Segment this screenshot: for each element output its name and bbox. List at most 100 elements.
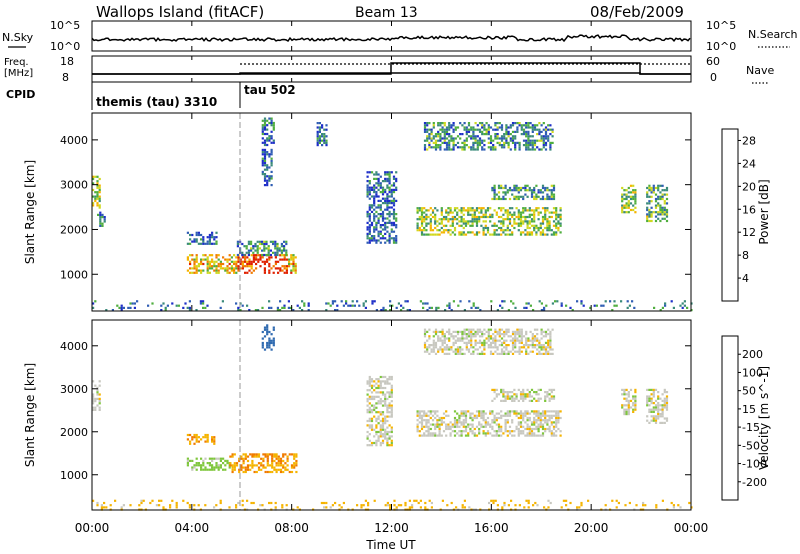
power-echo-cell (500, 233, 503, 236)
power-echo-cell (261, 151, 264, 154)
velocity-echo-cell (246, 499, 249, 502)
velocity-echo-cell (536, 504, 539, 507)
velocity-echo-cell (665, 408, 669, 411)
velocity-echo-cell (381, 391, 385, 394)
power-echo-cell (195, 258, 198, 261)
velocity-echo-cell (632, 397, 635, 400)
power-echo-cell (646, 191, 649, 194)
power-echo-cell (530, 224, 534, 227)
velocity-echo-cell (482, 410, 485, 413)
velocity-echo-cell (530, 432, 534, 435)
velocity-echo-cell (528, 412, 531, 415)
power-echo-cell (329, 304, 332, 307)
velocity-echo-cell (552, 427, 556, 431)
power-echo-cell (316, 122, 319, 125)
power-echo-cell (448, 144, 451, 147)
velocity-echo-cell (191, 468, 194, 471)
power-echo-cell (416, 207, 419, 210)
power-echo-cell (92, 182, 95, 185)
power-echo-cell (202, 238, 205, 241)
power-echo-cell (189, 260, 192, 263)
power-echo-cell (507, 146, 510, 149)
velocity-echo-cell (213, 506, 216, 509)
power-echo-cell (517, 197, 520, 201)
power-echo-cell (416, 211, 419, 214)
velocity-echo-cell (504, 427, 507, 431)
velocity-echo-cell (432, 344, 435, 347)
power-echo-cell (325, 128, 328, 131)
velocity-echo-cell (540, 328, 543, 331)
velocity-echo-cell (482, 416, 485, 420)
power-echo-cell (416, 229, 419, 232)
velocity-echo-cell (462, 430, 465, 433)
power-echo-cell (392, 182, 396, 185)
power-echo-cell (456, 146, 460, 149)
power-echo-cell (437, 133, 440, 136)
power-echo-cell (272, 271, 275, 274)
velocity-echo-cell (228, 506, 231, 509)
power-echo-cell (498, 141, 501, 144)
power-echo-cell (529, 135, 532, 138)
power-echo-cell (547, 139, 550, 142)
power-echo-cell (366, 193, 369, 196)
velocity-echo-cell (478, 432, 481, 435)
velocity-echo-cell (257, 455, 261, 458)
velocity-echo-cell (448, 346, 451, 349)
velocity-echo-cell (515, 395, 518, 398)
velocity-echo-cell (362, 504, 365, 507)
power-echo-cell (259, 258, 262, 261)
power-echo-cell (632, 184, 635, 187)
velocity-echo-cell (539, 419, 542, 422)
power-echo-cell (627, 200, 630, 203)
velocity-echo-cell (217, 457, 220, 460)
power-echo-cell (540, 137, 543, 140)
power-echo-cell (544, 213, 547, 216)
power-echo-cell (370, 171, 374, 174)
velocity-echo-cell (524, 421, 527, 424)
power-echo-cell (257, 258, 260, 261)
power-echo-cell (632, 195, 635, 198)
velocity-echo-cell (384, 375, 387, 379)
power-echo-cell (186, 231, 189, 234)
power-echo-cell (497, 220, 501, 223)
power-echo-cell (632, 191, 635, 194)
power-echo-cell (375, 171, 378, 174)
velocity-echo-cell (384, 504, 387, 507)
power-echo-cell (384, 224, 387, 227)
power-echo-cell (368, 228, 371, 231)
power-echo-cell (533, 215, 536, 219)
velocity-echo-cell (538, 346, 541, 349)
power-echo-cell (386, 206, 389, 209)
velocity-echo-cell (548, 410, 551, 413)
power-echo-cell (263, 240, 266, 243)
velocity-echo-cell (548, 397, 551, 400)
power-echo-cell (500, 186, 503, 190)
power-echo-cell (200, 262, 203, 266)
power-echo-cell (377, 219, 380, 222)
power-echo-cell (625, 197, 628, 201)
velocity-echo-cell (400, 504, 403, 507)
power-echo-cell (463, 128, 466, 131)
velocity-echo-cell (370, 417, 374, 420)
power-y-tick-label: 4000 (60, 134, 88, 147)
power-echo-cell (546, 222, 549, 225)
velocity-echo-cell (427, 410, 430, 413)
velocity-echo-cell (494, 330, 497, 333)
power-echo-cell (318, 126, 321, 129)
velocity-echo-cell (425, 434, 428, 437)
power-echo-cell (171, 302, 174, 305)
velocity-echo-cell (519, 425, 523, 428)
power-echo-cell (500, 226, 503, 230)
power-echo-cell (384, 226, 387, 229)
velocity-echo-cell (491, 425, 494, 428)
velocity-echo-cell (98, 406, 101, 409)
velocity-echo-cell (530, 430, 534, 433)
power-echo-cell (461, 133, 464, 136)
velocity-echo-cell (377, 415, 380, 418)
power-echo-cell (621, 211, 624, 214)
power-echo-cell (366, 237, 369, 240)
power-echo-cell (508, 189, 512, 192)
power-echo-cell (263, 253, 266, 257)
velocity-echo-cell (219, 501, 222, 505)
